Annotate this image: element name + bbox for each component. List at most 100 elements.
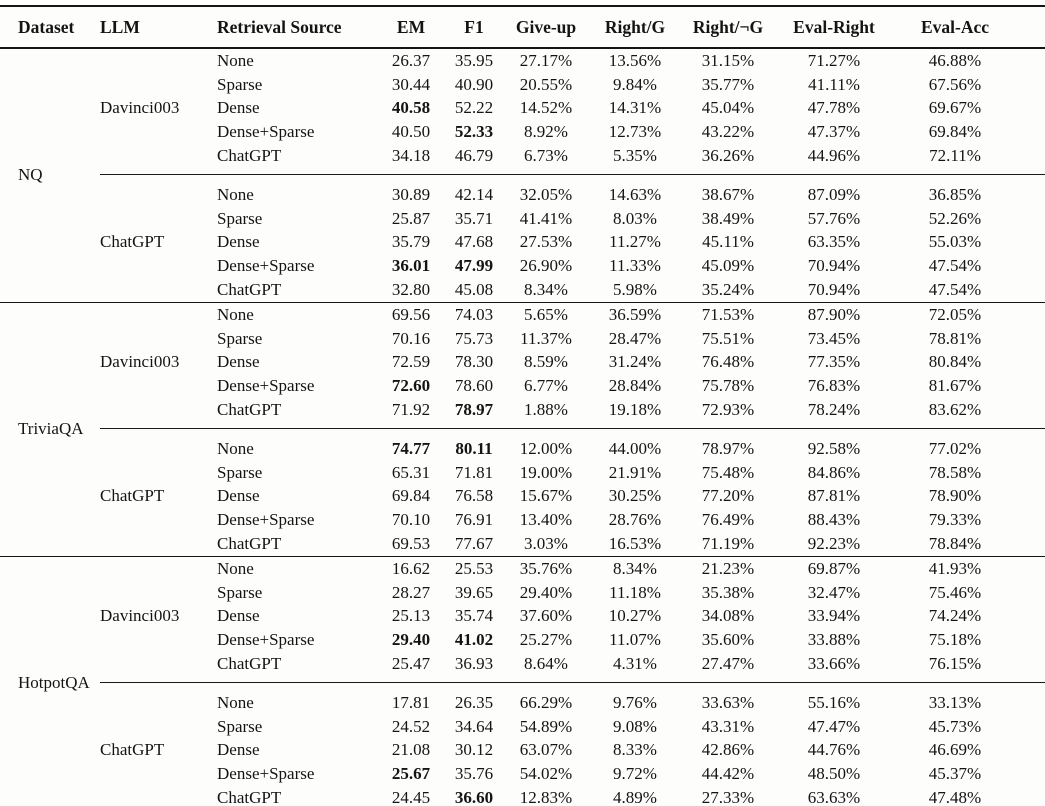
group-divider-line <box>100 428 1045 430</box>
table-row: Dense 21.08 30.12 63.07% 8.33% 42.86% 44.76% 46… <box>0 739 1045 763</box>
retrieval-source-cell: None <box>217 50 254 70</box>
group-divider <box>100 676 1045 691</box>
metric-cell-f1: 41.02 <box>454 630 494 650</box>
metric-cell-eval_acc: 78.84% <box>928 534 982 554</box>
metric-cell-right_ng: 75.78% <box>701 376 755 396</box>
metric-cell-f1: 39.65 <box>454 582 494 602</box>
table-row: Sparse 70.16 75.73 11.37% 28.47% 75.51% 73.45%… <box>0 327 1045 351</box>
table-row: Dense+Sparse 29.40 41.02 25.27% 11.07% 35.60%… <box>0 628 1045 652</box>
metric-cell-give_up: 19.00% <box>519 462 573 482</box>
metric-cell-right_g: 19.18% <box>608 400 662 420</box>
metric-cell-right_g: 4.31% <box>613 654 657 674</box>
metric-cell-right_ng: 76.48% <box>701 352 755 372</box>
column-header-llm: LLM <box>100 6 217 49</box>
metric-cell-eval_right: 92.23% <box>807 534 861 554</box>
metric-cell-right_g: 11.07% <box>609 630 661 650</box>
metric-cell-right_g: 5.98% <box>613 280 657 300</box>
metric-cell-em: 69.84 <box>391 486 431 506</box>
metric-cell-right_g: 12.73% <box>608 122 662 142</box>
table-row: Dense+Sparse 36.01 47.99 26.90% 11.33% 45.09%… <box>0 254 1045 278</box>
retrieval-source-cell: ChatGPT <box>217 654 282 674</box>
metric-cell-eval_acc: 76.15% <box>928 654 982 674</box>
column-header-eval-right: Eval-Right <box>775 6 893 49</box>
retrieval-source-cell: Dense+Sparse <box>217 764 315 784</box>
retrieval-source-cell: None <box>217 301 377 327</box>
retrieval-source-cell: Sparse <box>217 208 263 228</box>
metric-cell-f1: 42.14 <box>454 184 494 204</box>
metric-cell-right_ng: 44.42% <box>701 764 755 784</box>
table-row: ChatGPT 69.53 77.67 3.03% 16.53% 71.19% 92.23%… <box>0 532 1045 556</box>
retrieval-source-cell: Sparse <box>217 716 263 736</box>
metric-cell-right_ng: 78.97% <box>701 438 755 458</box>
metric-cell-em: 72.59 <box>391 352 431 372</box>
metric-cell-f1: 78.30 <box>454 352 494 372</box>
paper-page: Dataset LLM Retrieval Source EM F1 Give-up Rig… <box>0 5 1045 806</box>
metric-cell-eval_acc: 72.11% <box>929 146 981 166</box>
metric-cell-eval_right: 33.66% <box>807 654 861 674</box>
metric-cell-em: 28.27 <box>391 582 431 602</box>
metric-cell-eval_acc: 69.84% <box>928 122 982 142</box>
metric-cell-f1: 34.64 <box>454 716 494 736</box>
retrieval-source-cell: Sparse <box>217 462 263 482</box>
table-row: Dense+Sparse 40.50 52.33 8.92% 12.73% 43.22% 4… <box>0 120 1045 144</box>
metric-cell-right_g: 13.56% <box>608 50 662 70</box>
table-row: HotpotQA Davinci003 None 16.62 25.53 35.76% 8.… <box>0 555 1045 806</box>
table-row: Dense 72.59 78.30 8.59% 31.24% 76.48% 77.35% 80… <box>0 351 1045 375</box>
metric-cell-f1: 35.74 <box>454 606 494 626</box>
metric-cell-give_up: 54.02% <box>519 764 573 784</box>
metric-cell-eval_right: 73.45% <box>807 328 861 348</box>
retrieval-source-cell: Dense <box>217 740 260 760</box>
retrieval-source-cell: Dense+Sparse <box>217 376 315 396</box>
metric-cell-right_g: 8.33% <box>613 740 657 760</box>
metric-cell-f1: 76.58 <box>454 486 494 506</box>
metric-cell-right_ng: 77.20% <box>701 486 755 506</box>
metric-cell-eval_acc: 46.88% <box>928 50 982 70</box>
metric-cell-give_up: 8.59% <box>524 352 568 372</box>
metric-cell-f1: 25.53 <box>445 555 503 581</box>
llm-label: Davinci003 <box>100 555 217 676</box>
metric-cell-right_ng: 35.60% <box>701 630 755 650</box>
column-header-dataset: Dataset <box>0 6 100 49</box>
group-divider-line <box>100 174 1045 176</box>
retrieval-source-cell: Dense <box>217 232 260 252</box>
metric-cell-f1: 47.99 <box>454 256 494 276</box>
llm-label: Davinci003 <box>100 301 217 422</box>
metric-cell-eval_acc: 69.67% <box>928 98 982 118</box>
metric-cell-give_up: 5.65% <box>503 301 589 327</box>
metric-cell-eval_acc: 72.05% <box>893 301 1045 327</box>
retrieval-source-cell: None <box>217 692 254 712</box>
metric-cell-eval_acc: 33.13% <box>928 692 982 712</box>
metric-cell-give_up: 12.83% <box>519 788 573 806</box>
table-row: Dense 40.58 52.22 14.52% 14.31% 45.04% 47.78% 6… <box>0 97 1045 121</box>
metric-cell-give_up: 15.67% <box>519 486 573 506</box>
metric-cell-em: 25.13 <box>391 606 431 626</box>
metric-cell-give_up: 3.03% <box>524 534 568 554</box>
table-row: ChatGPT 34.18 46.79 6.73% 5.35% 36.26% 44.96% 7… <box>0 144 1045 168</box>
metric-cell-em: 24.45 <box>391 788 431 806</box>
metric-cell-give_up: 54.89% <box>519 716 573 736</box>
dataset-label: TriviaQA <box>0 301 100 557</box>
metric-cell-right_ng: 42.86% <box>701 740 755 760</box>
metric-cell-right_g: 14.31% <box>608 98 662 118</box>
metric-cell-eval_right: 47.47% <box>807 716 861 736</box>
metric-cell-right_ng: 38.49% <box>701 208 755 228</box>
table-row: Sparse 28.27 39.65 29.40% 11.18% 35.38% 32.47%… <box>0 581 1045 605</box>
metric-cell-f1: 40.90 <box>454 74 494 94</box>
metric-cell-em: 40.58 <box>391 98 431 118</box>
group-divider-row <box>0 168 1045 183</box>
column-header-f1: F1 <box>445 6 503 49</box>
metric-cell-right_g: 9.08% <box>613 716 657 736</box>
metric-cell-eval_right: 87.09% <box>807 184 861 204</box>
metric-cell-f1: 74.03 <box>445 301 503 327</box>
metric-cell-eval_acc: 80.84% <box>928 352 982 372</box>
results-table: Dataset LLM Retrieval Source EM F1 Give-up Rig… <box>0 5 1045 806</box>
metric-cell-eval_right: 76.83% <box>807 376 861 396</box>
metric-cell-eval_acc: 55.03% <box>928 232 982 252</box>
table-row: ChatGPT 32.80 45.08 8.34% 5.98% 35.24% 70.94% 4… <box>0 278 1045 302</box>
metric-cell-right_ng: 45.11% <box>702 232 754 252</box>
metric-cell-eval_acc: 79.33% <box>928 510 982 530</box>
metric-cell-right_ng: 33.63% <box>701 692 755 712</box>
table-row: Dense+Sparse 25.67 35.76 54.02% 9.72% 44.42% 4… <box>0 762 1045 786</box>
metric-cell-eval_acc: 36.85% <box>928 184 982 204</box>
table-body: NQ Davinci003 None 26.37 35.95 27.17% 13.56% 31… <box>0 48 1045 806</box>
